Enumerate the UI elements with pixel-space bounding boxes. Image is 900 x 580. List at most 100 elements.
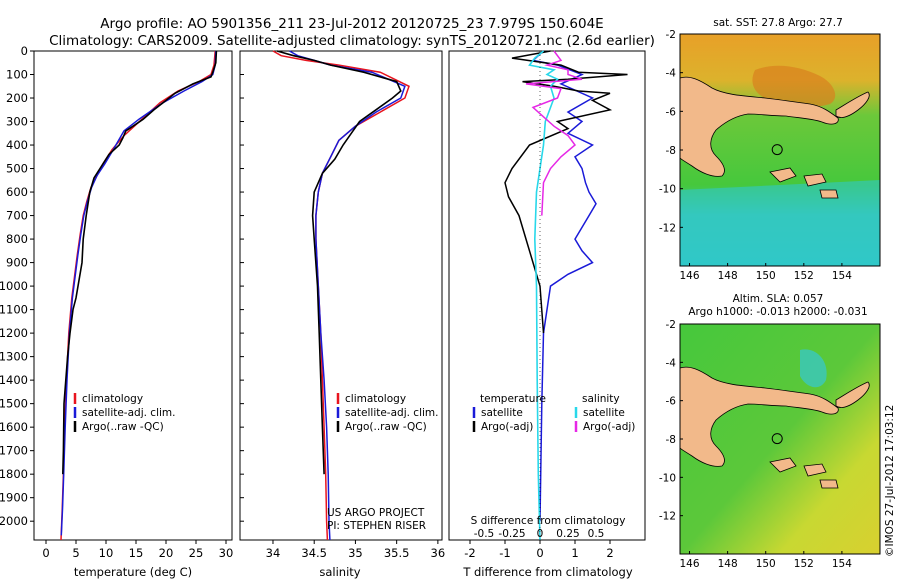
t-ytick-label-9: 900 xyxy=(6,256,28,270)
d-xtick-label-0: -2 xyxy=(464,546,475,560)
t-ytick-label-18: 1800 xyxy=(0,467,28,481)
t-xtick-label-1: 5 xyxy=(72,546,79,560)
t-ytick-label-8: 800 xyxy=(6,232,28,246)
m2-ticks-xlabel-3: 152 xyxy=(794,558,814,570)
d-xtick-label-3: 1 xyxy=(571,546,578,560)
difference-s-ticks: -0.5 -0.25 0 0.25 0.5 xyxy=(474,528,605,540)
diff-legend-salinity-title: salinity xyxy=(582,393,620,405)
d-x2tick-label-4: 0.5 xyxy=(588,528,605,540)
s-series-line-1 xyxy=(289,50,406,541)
d-series-line-0 xyxy=(531,50,597,522)
sla-field xyxy=(680,324,880,554)
salinity-axes-frame xyxy=(239,50,443,541)
d-series-line-3 xyxy=(525,50,583,216)
s-xtick-label-2: 35 xyxy=(348,546,363,560)
difference-x-ticks: -2 -1 0 1 2 xyxy=(464,540,614,560)
t-series-line-2 xyxy=(62,50,218,475)
t-ytick-label-4: 400 xyxy=(6,138,28,152)
t-ytick-label-17: 1700 xyxy=(0,444,28,458)
difference-panel: -2 -1 0 1 2 -0.5 -0.25 0 0.25 0.5 S difference f… xyxy=(448,50,646,579)
temperature-legend: climatology satellite-adj. clim. Argo(..… xyxy=(73,393,175,433)
t-xtick-label-3: 15 xyxy=(129,546,144,560)
sst-profile-marker xyxy=(771,144,783,156)
m2-ticks-xlabel-1: 148 xyxy=(718,558,738,570)
salinity-legend-climatology: climatology xyxy=(345,393,406,405)
m2-ticks-ylabel-2: -6 xyxy=(666,396,677,408)
m1-ticks-ylabel-3: -8 xyxy=(666,145,676,157)
m1-ticks-ylabel-5: -12 xyxy=(659,222,676,234)
sla-profile-marker xyxy=(771,433,783,445)
sst-land-new-guinea xyxy=(679,76,839,177)
sla-map-title-line1: Altim. SLA: 0.057 xyxy=(733,293,824,305)
temperature-legend-satellite: satellite-adj. clim. xyxy=(82,407,175,419)
sla-map-title-line2: Argo h1000: -0.013 h2000: -0.031 xyxy=(688,306,867,318)
t-ytick-label-14: 1400 xyxy=(0,373,28,387)
temperature-y-ticks: 0 100 200 300 400 500 600 700 800 900 1000 1100 1200… xyxy=(0,44,34,528)
temperature-x-label: temperature (deg C) xyxy=(74,565,192,579)
d-x2tick-label-3: 0.25 xyxy=(556,528,579,540)
t-ytick-label-1: 100 xyxy=(6,68,28,82)
s-xtick-label-3: 35.5 xyxy=(384,546,410,560)
t-ytick-label-19: 1900 xyxy=(0,491,28,505)
salinity-legend-argo: Argo(..raw -QC) xyxy=(345,421,427,433)
sst-cool-region xyxy=(680,180,880,266)
m1-ticks-ylabel-4: -10 xyxy=(659,184,676,196)
s-series-line-2 xyxy=(276,50,402,475)
d-series-line-1 xyxy=(504,50,628,334)
d-xtick-label-1: -1 xyxy=(499,546,510,560)
t-xtick-label-4: 20 xyxy=(159,546,174,560)
sst-land-new-britain xyxy=(835,91,870,118)
t-ytick-label-10: 1000 xyxy=(0,279,28,293)
t-ytick-label-11: 1100 xyxy=(0,303,28,317)
salinity-y-ticks xyxy=(240,50,244,522)
figure-title-line1: Argo profile: AO 5901356_211 23-Jul-2012… xyxy=(100,16,603,32)
pi-annotation: PI: STEPHEN RISER xyxy=(327,520,426,532)
sla-land-islands xyxy=(769,457,839,489)
figure-title-line2: Climatology: CARS2009. Satellite-adjuste… xyxy=(49,33,655,49)
t-xtick-label-5: 25 xyxy=(189,546,204,560)
temperature-panel: 0100200300400500600700800900100011001200… xyxy=(0,44,233,579)
t-ytick-label-15: 1500 xyxy=(0,397,28,411)
diff-legend-t-satellite: satellite xyxy=(481,407,523,419)
d-x2tick-label-1: -0.25 xyxy=(498,528,525,540)
diff-legend-s-satellite: satellite xyxy=(583,407,625,419)
sla-low-patch xyxy=(800,349,827,388)
salinity-panel: 34 34.5 35 35.5 36 salinity climatology sate… xyxy=(239,50,445,579)
s-xtick-label-1: 34.5 xyxy=(301,546,327,560)
m2-ticks-ylabel-4: -10 xyxy=(659,472,676,484)
t-ytick-label-2: 200 xyxy=(6,91,28,105)
t-difference-label: T difference from climatology xyxy=(462,565,633,579)
sst-map-title: sat. SST: 27.8 Argo: 27.7 xyxy=(713,17,843,29)
diff-legend-t-argo: Argo(-adj) xyxy=(481,421,533,433)
s-difference-label: S difference from climatology xyxy=(471,515,626,527)
t-ytick-label-3: 300 xyxy=(6,115,28,129)
difference-legend: temperature satellite Argo(-adj) salinit… xyxy=(472,393,635,433)
temperature-x-ticks: 0 5 10 15 20 25 30 xyxy=(42,540,233,560)
t-ytick-label-12: 1200 xyxy=(0,326,28,340)
t-ytick-label-20: 2000 xyxy=(0,514,28,528)
m2-ticks-ylabel-1: -4 xyxy=(666,357,677,369)
temperature-legend-argo: Argo(..raw -QC) xyxy=(82,421,164,433)
diff-legend-s-argo: Argo(-adj) xyxy=(583,421,635,433)
m2-ticks-xlabel-2: 150 xyxy=(756,558,776,570)
d-series-line-2 xyxy=(528,50,559,541)
m2-ticks-xlabel-0: 146 xyxy=(680,558,700,570)
t-ytick-label-6: 600 xyxy=(6,185,28,199)
m1-ticks-xlabel-3: 152 xyxy=(794,270,814,282)
m1-ticks-xlabel-2: 150 xyxy=(756,270,776,282)
m1-ticks-xlabel-0: 146 xyxy=(680,270,700,282)
difference-series xyxy=(504,50,628,541)
imos-watermark: ©IMOS 27-Jul-2012 17:03:12 xyxy=(884,405,896,557)
salinity-x-label: salinity xyxy=(319,565,360,579)
t-xtick-label-0: 0 xyxy=(42,546,49,560)
sla-land-new-guinea xyxy=(679,366,839,467)
m1-ticks-ylabel-0: -2 xyxy=(666,29,676,41)
m1-ticks-ylabel-1: -4 xyxy=(666,68,677,80)
difference-axes-frame xyxy=(448,50,646,541)
d-xtick-label-2: 0 xyxy=(536,546,543,560)
t-ytick-label-7: 700 xyxy=(6,209,28,223)
sst-warm-patch xyxy=(752,65,836,107)
m2-ticks-xlabel-4: 154 xyxy=(832,558,852,570)
diff-legend-temperature-title: temperature xyxy=(480,393,546,405)
sst-map-ticks: 146 148 150 152 154 -2 -4 -6 -8 -10 -12 xyxy=(659,29,852,282)
